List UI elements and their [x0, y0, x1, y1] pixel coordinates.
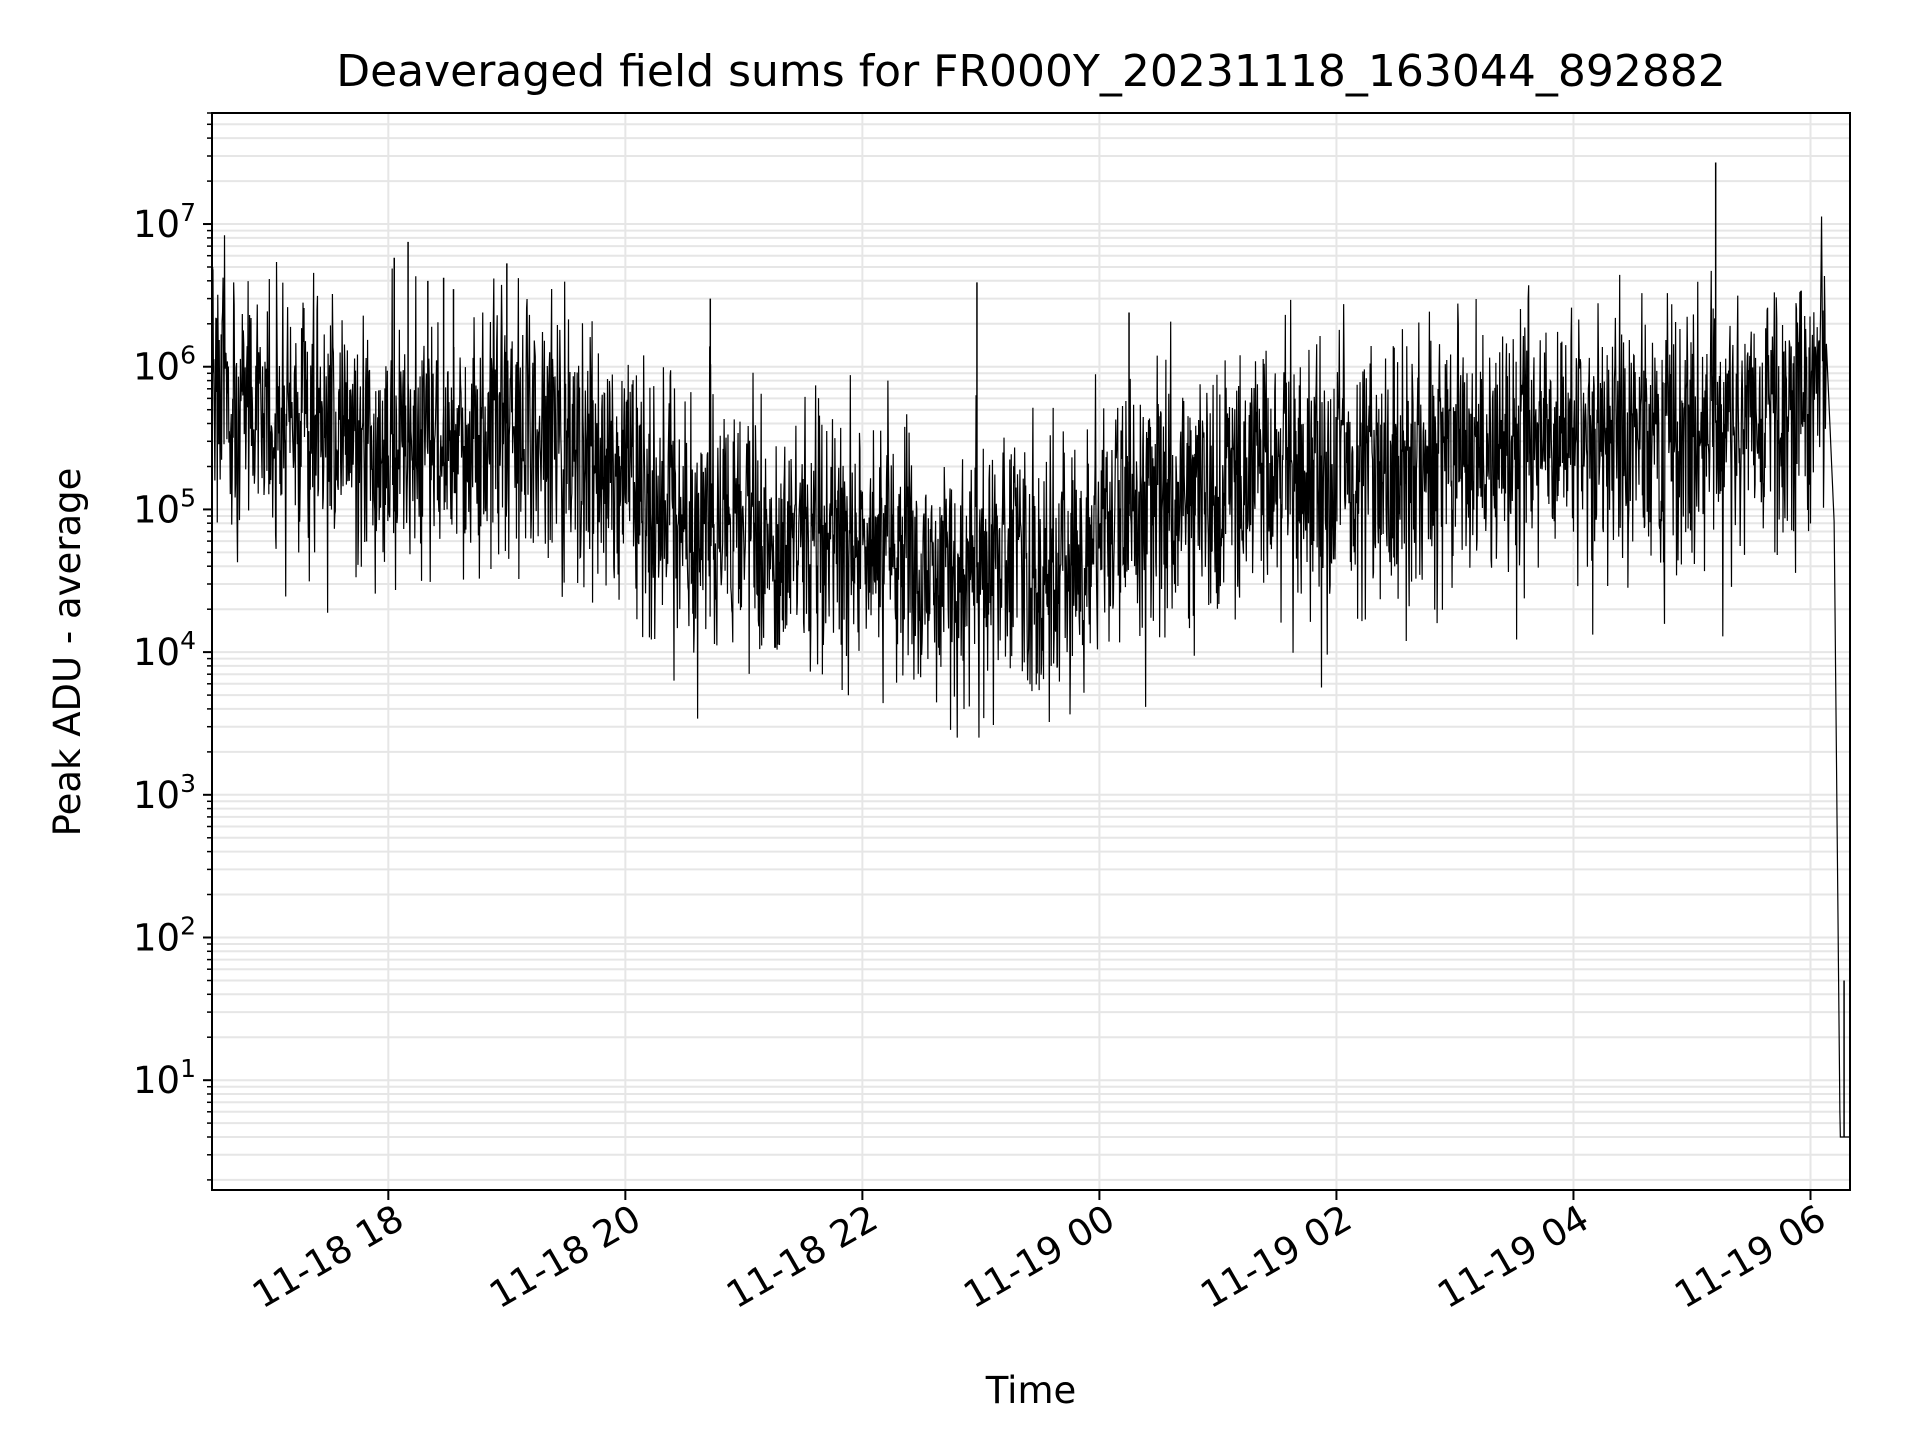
y-tick-label: 103	[133, 769, 196, 817]
x-axis-label: Time	[985, 1369, 1077, 1412]
y-tick-label: 104	[133, 626, 196, 674]
chart-title: Deaveraged field sums for FR000Y_2023111…	[336, 46, 1726, 97]
y-axis-label: Peak ADU - average	[46, 468, 89, 837]
y-tick-label: 105	[133, 483, 196, 531]
y-tick-label: 101	[133, 1054, 196, 1102]
series-trace	[212, 216, 1850, 1138]
y-tick-label: 106	[133, 341, 196, 389]
y-axis: 101 102 103 104 105 106 107	[133, 112, 212, 1181]
y-tick-label: 107	[133, 198, 196, 246]
y-tick-label: 102	[133, 911, 196, 959]
